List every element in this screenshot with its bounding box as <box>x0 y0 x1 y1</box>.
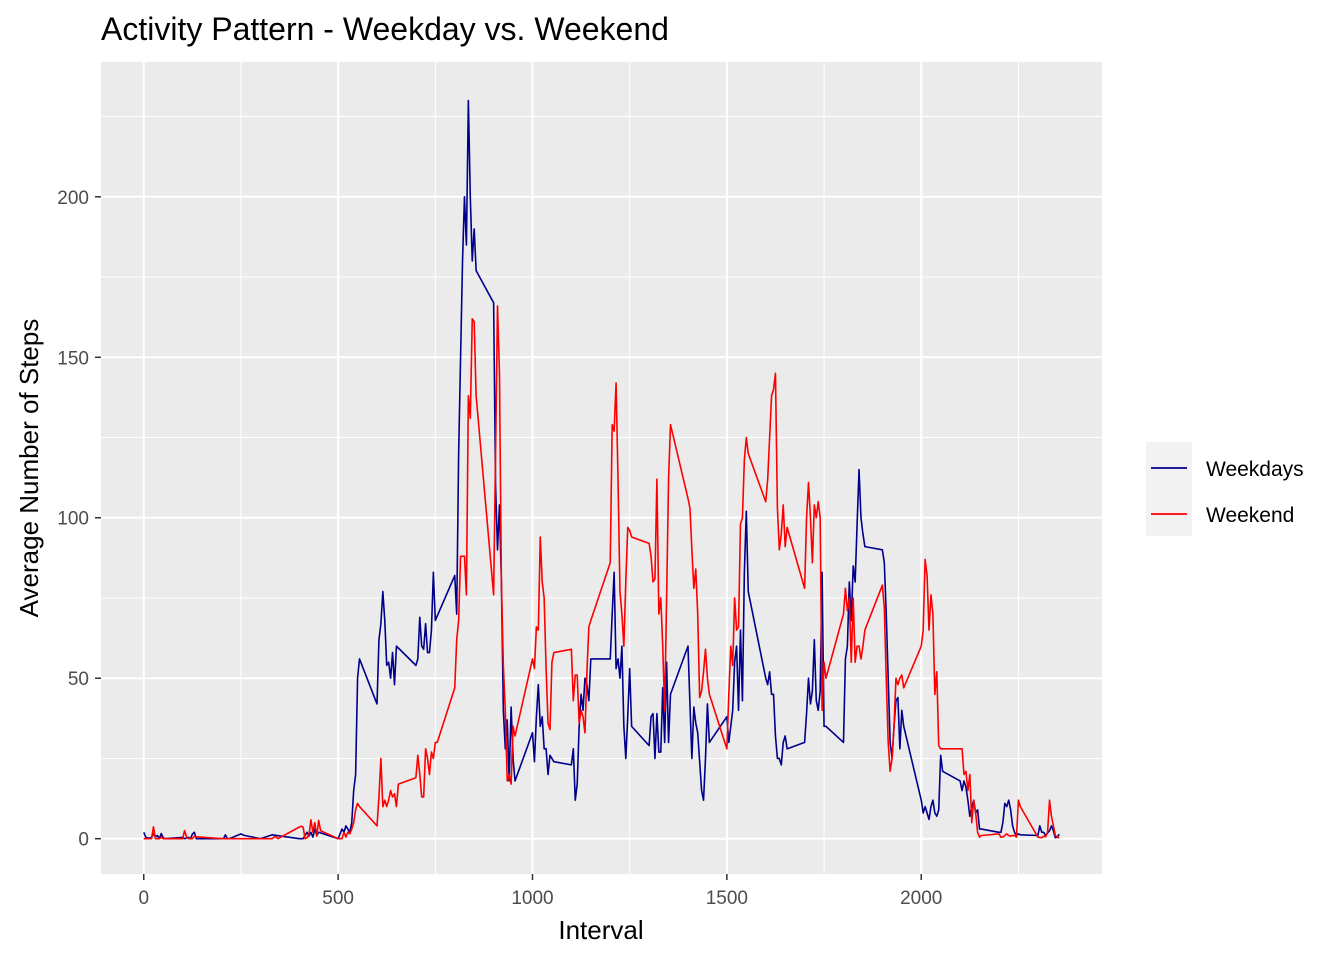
y-axis-title: Average Number of Steps <box>14 319 44 618</box>
x-tick-label: 1500 <box>706 888 748 909</box>
y-tick-label: 200 <box>57 188 89 209</box>
legend: Weekdays Weekend <box>1146 442 1304 536</box>
legend-label-weekend: Weekend <box>1206 504 1294 527</box>
y-axis: 0 50 100 150 200 <box>57 188 101 851</box>
x-axis: 0 500 1000 1500 2000 <box>138 874 942 909</box>
x-axis-title: Interval <box>558 915 643 945</box>
x-tick-label: 500 <box>322 888 354 909</box>
y-tick-label: 150 <box>57 348 89 369</box>
series-line-weekdays <box>143 99 1060 840</box>
y-tick-label: 0 <box>78 830 89 851</box>
chart-title: Activity Pattern - Weekday vs. Weekend <box>101 11 669 47</box>
legend-background <box>1146 442 1192 536</box>
legend-label-weekdays: Weekdays <box>1206 458 1304 481</box>
series-layer <box>143 99 1060 840</box>
x-tick-label: 2000 <box>900 888 942 909</box>
x-tick-label: 0 <box>138 888 149 909</box>
plot-panel <box>101 62 1102 874</box>
y-tick-label: 50 <box>68 669 89 690</box>
y-tick-label: 100 <box>57 509 89 530</box>
x-tick-label: 1000 <box>511 888 553 909</box>
series-line-weekend <box>143 305 1060 840</box>
